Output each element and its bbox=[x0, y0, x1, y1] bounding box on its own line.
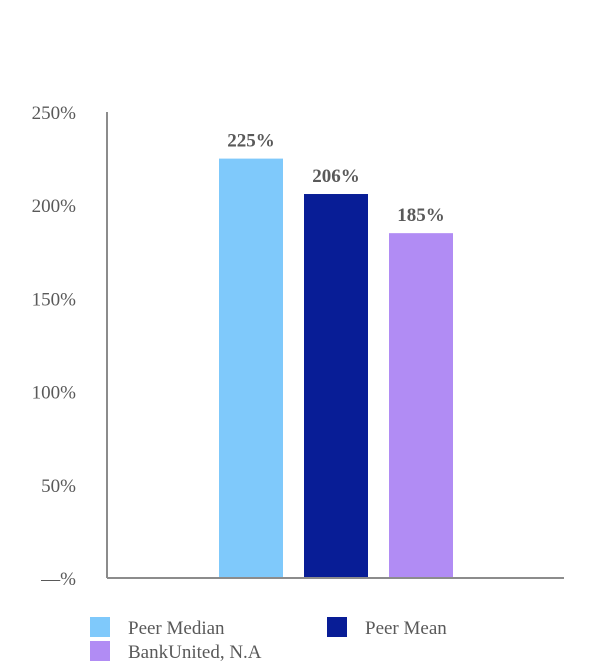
y-tick-label: 50% bbox=[41, 476, 76, 497]
bar-bankunited-n-a bbox=[389, 233, 453, 578]
y-tick-label: 250% bbox=[32, 103, 77, 124]
bar-peer-mean bbox=[304, 194, 368, 579]
bars bbox=[219, 158, 453, 579]
legend: Peer Median Peer Mean BankUnited, N.A bbox=[90, 617, 447, 663]
legend-swatch bbox=[90, 617, 110, 637]
y-tick-label: 100% bbox=[32, 383, 77, 404]
data-label: 206% bbox=[312, 166, 360, 187]
y-axis-ticks: —% 50% 100% 150% 200% 250% bbox=[32, 103, 77, 590]
data-label: 185% bbox=[397, 205, 445, 226]
bar-peer-median bbox=[219, 158, 283, 578]
legend-label: BankUnited, N.A bbox=[128, 642, 262, 663]
y-tick-label: 200% bbox=[32, 196, 77, 217]
y-tick-label: —% bbox=[40, 569, 76, 590]
legend-swatch bbox=[327, 617, 347, 637]
data-label: 225% bbox=[227, 131, 275, 152]
data-labels: 225% 206% 185% bbox=[227, 131, 445, 227]
legend-swatch bbox=[90, 641, 110, 661]
legend-label: Peer Mean bbox=[365, 618, 447, 639]
y-tick-label: 150% bbox=[32, 289, 77, 310]
legend-label: Peer Median bbox=[128, 618, 225, 639]
